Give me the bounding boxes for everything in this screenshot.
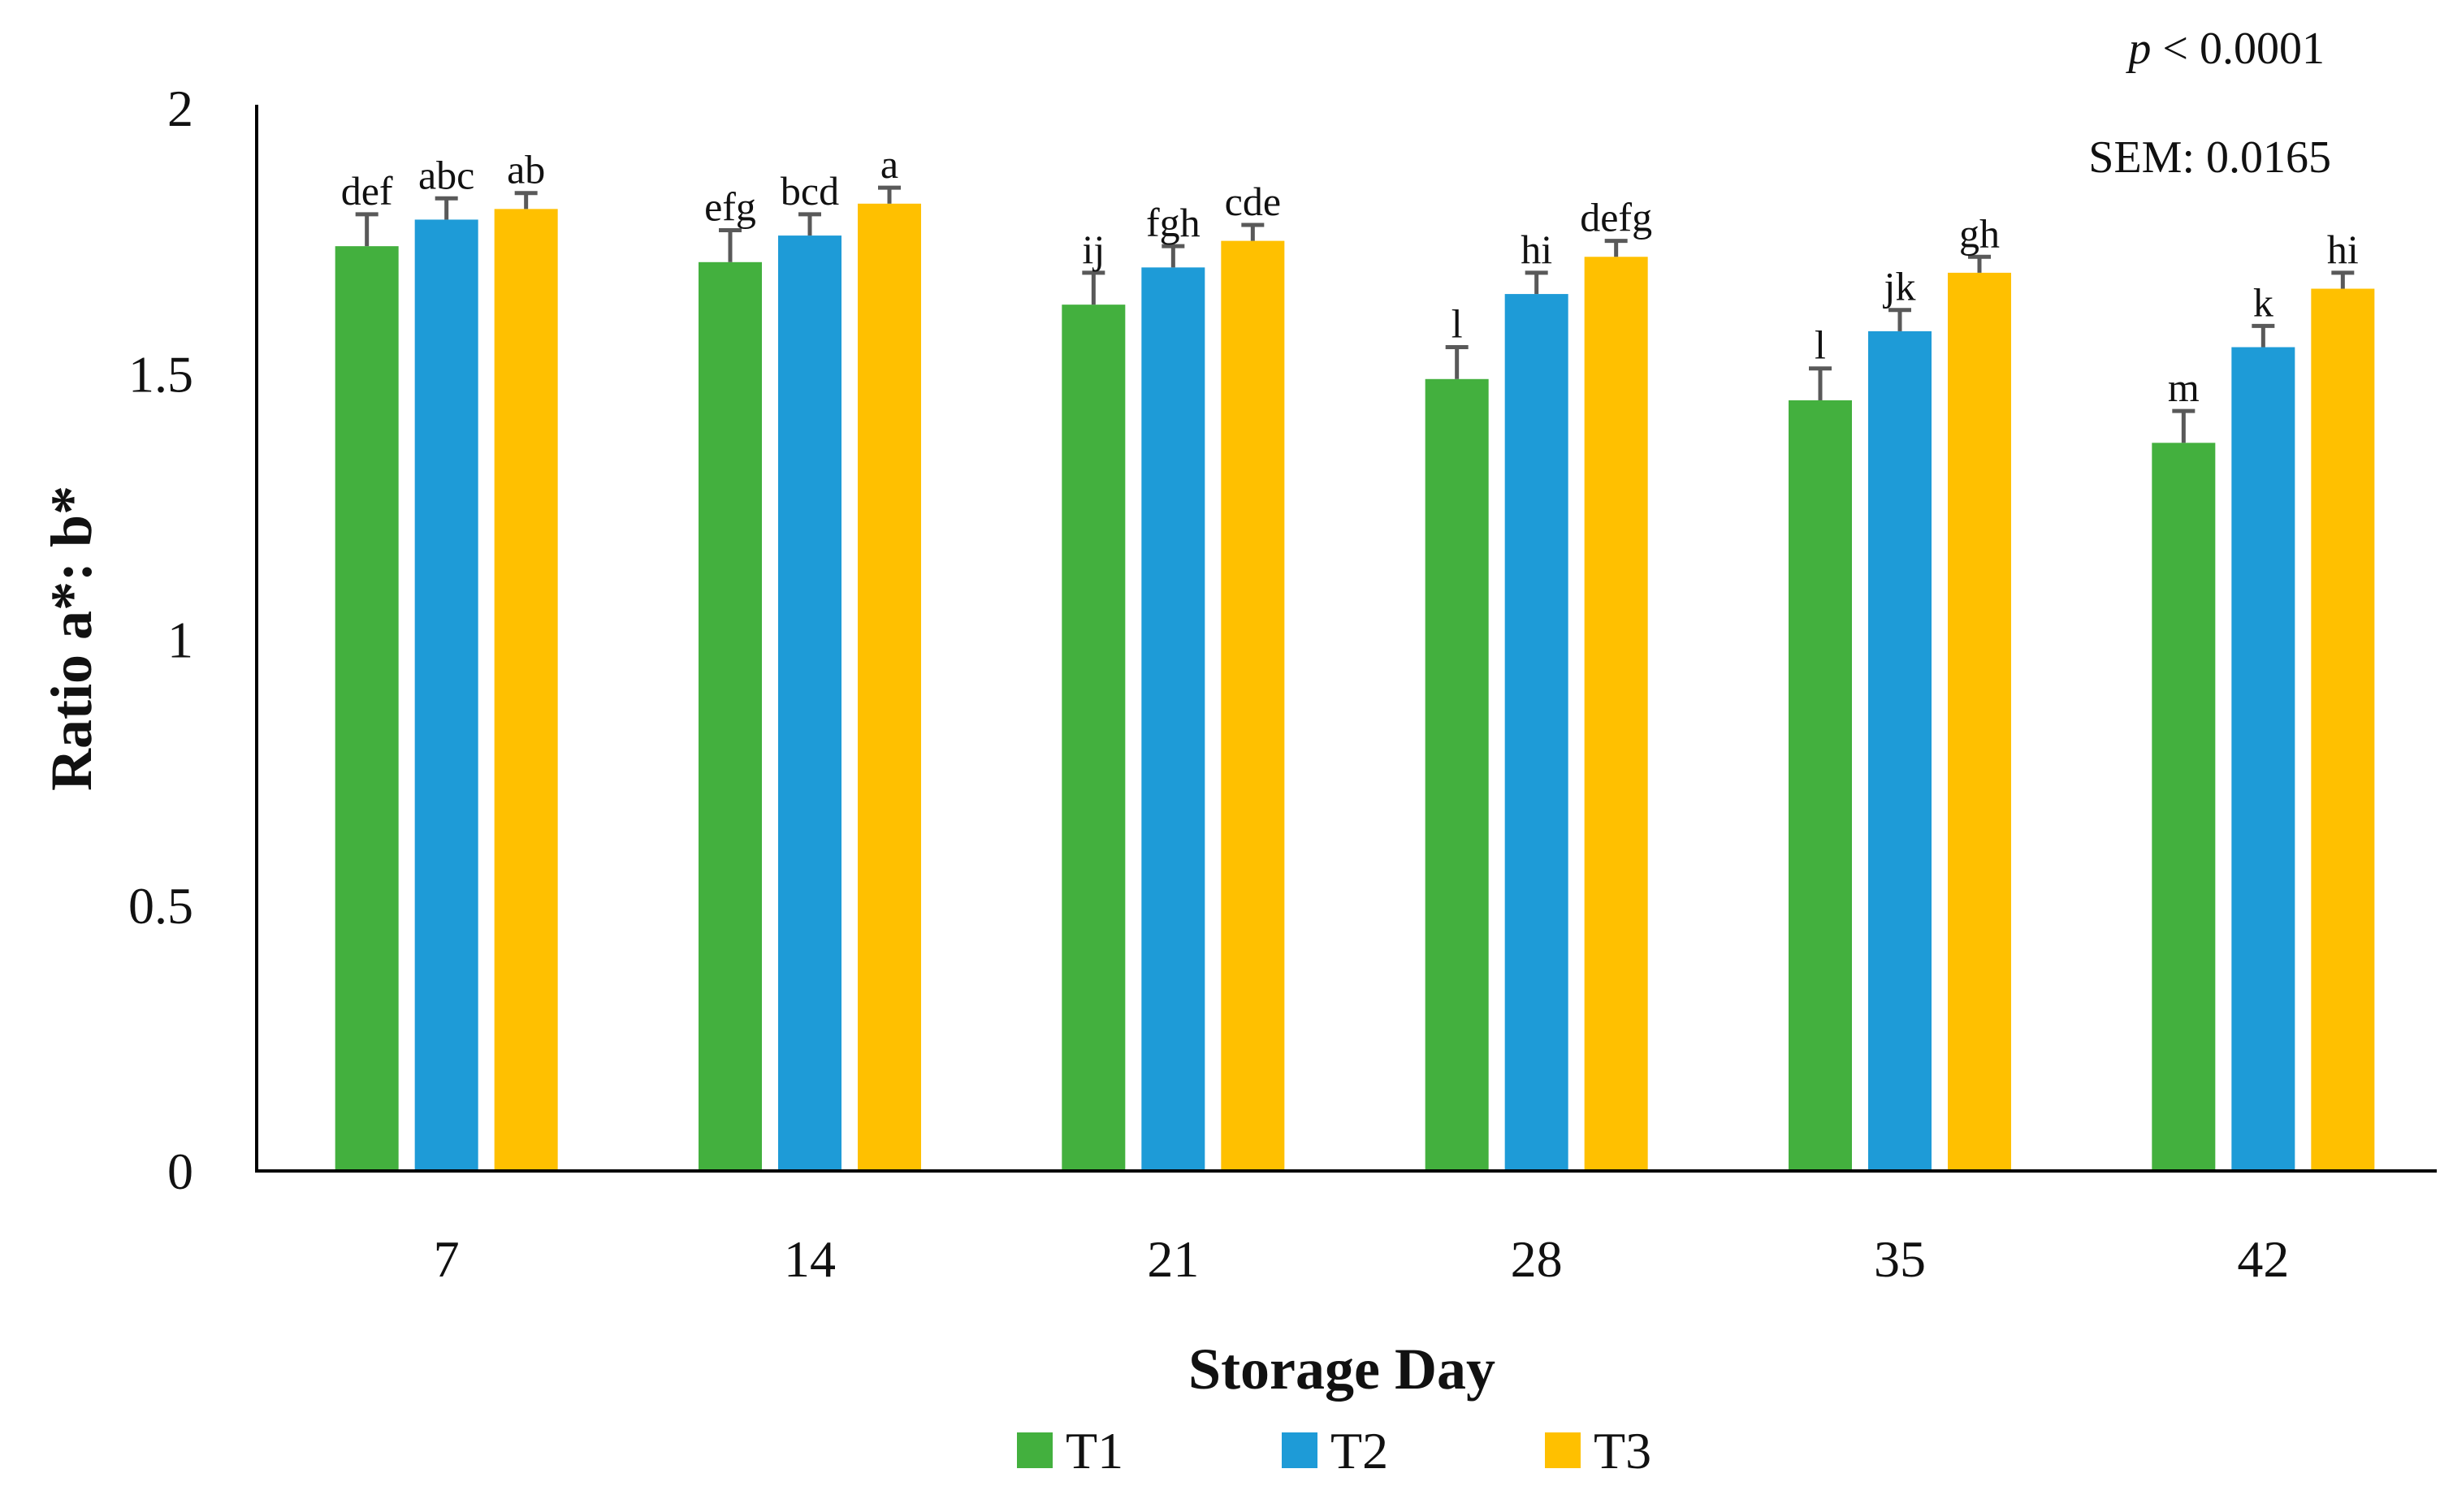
bar-t1-day-7: [335, 246, 399, 1171]
legend-swatch-t1: [1017, 1432, 1053, 1468]
sig-label-t1-day-35: l: [1815, 322, 1826, 368]
bar-t1-day-28: [1425, 378, 1489, 1171]
bar-t3-day-7: [494, 209, 558, 1172]
bar-t2-day-7: [414, 219, 478, 1171]
p-value: < 0.0001: [2151, 24, 2325, 74]
bar-t1-day-14: [699, 261, 762, 1172]
sig-label-t3-day-42: hi: [2327, 227, 2359, 272]
sig-label-t3-day-14: a: [880, 141, 898, 187]
bar-t3-day-35: [1948, 272, 2011, 1171]
bar-t3-day-14: [858, 203, 921, 1171]
y-axis-title: Ratio a*: b*: [39, 486, 104, 791]
sig-label-t1-day-14: efg: [704, 184, 756, 230]
legend: T1 T2 T3: [1017, 1422, 1651, 1480]
x-tick-label-35: 35: [1874, 1230, 1926, 1288]
bar-t3-day-42: [2311, 288, 2375, 1171]
legend-label-t3: T3: [1594, 1422, 1651, 1480]
x-tick-label-21: 21: [1147, 1230, 1199, 1288]
sig-label-t2-day-14: bcd: [781, 168, 839, 214]
sig-label-t1-day-21: ij: [1082, 227, 1105, 272]
sig-label-t2-day-28: hi: [1521, 227, 1552, 272]
sig-label-t3-day-35: gh: [1959, 210, 2000, 256]
bars-layer: [335, 185, 2375, 1172]
y-tick-label-1.5: 1.5: [128, 345, 193, 403]
sem-annotation: SEM: 0.0165: [2088, 132, 2331, 183]
x-tick-label-42: 42: [2237, 1230, 2289, 1288]
legend-label-t2: T2: [1330, 1422, 1388, 1480]
sig-label-t1-day-7: def: [341, 168, 393, 214]
sig-label-t2-day-35: jk: [1883, 264, 1916, 309]
y-tick-label-1: 1: [167, 611, 193, 669]
bar-t2-day-42: [2231, 347, 2295, 1171]
bar-t2-day-14: [778, 235, 841, 1172]
bar-t2-day-28: [1504, 294, 1568, 1172]
sig-label-t1-day-28: l: [1451, 301, 1463, 347]
sig-label-t1-day-42: m: [2168, 365, 2200, 410]
x-tick-label-28: 28: [1511, 1230, 1563, 1288]
bar-t1-day-42: [2152, 443, 2216, 1171]
y-tick-label-0: 0: [167, 1143, 193, 1200]
x-tick-label-7: 7: [434, 1230, 460, 1288]
x-tick-label-14: 14: [784, 1230, 836, 1288]
p-value-annotation: p < 0.0001: [2125, 24, 2325, 74]
y-tick-label-0.5: 0.5: [128, 877, 193, 935]
x-axis-title: Storage Day: [1188, 1337, 1495, 1402]
sig-label-t3-day-21: cde: [1225, 179, 1281, 224]
bar-t3-day-28: [1584, 257, 1648, 1171]
sig-label-t2-day-42: k: [2253, 279, 2273, 325]
sig-label-t2-day-21: fgh: [1146, 200, 1201, 245]
sig-label-t3-day-7: ab: [507, 147, 545, 192]
bar-t2-day-21: [1141, 267, 1205, 1172]
y-tick-label-2: 2: [167, 80, 193, 137]
p-symbol: p: [2125, 24, 2151, 74]
legend-swatch-t2: [1282, 1432, 1317, 1468]
bar-t1-day-35: [1789, 400, 1852, 1172]
axes-layer: 0 0.5 1 1.5 2: [128, 80, 2437, 1200]
bar-t3-day-21: [1221, 240, 1285, 1171]
bar-t2-day-35: [1868, 330, 1932, 1171]
sig-label-t2-day-7: abc: [418, 152, 474, 197]
legend-label-t1: T1: [1066, 1422, 1123, 1480]
legend-swatch-t3: [1545, 1432, 1581, 1468]
sig-label-t3-day-28: defg: [1580, 195, 1652, 240]
bar-t1-day-21: [1062, 305, 1126, 1171]
